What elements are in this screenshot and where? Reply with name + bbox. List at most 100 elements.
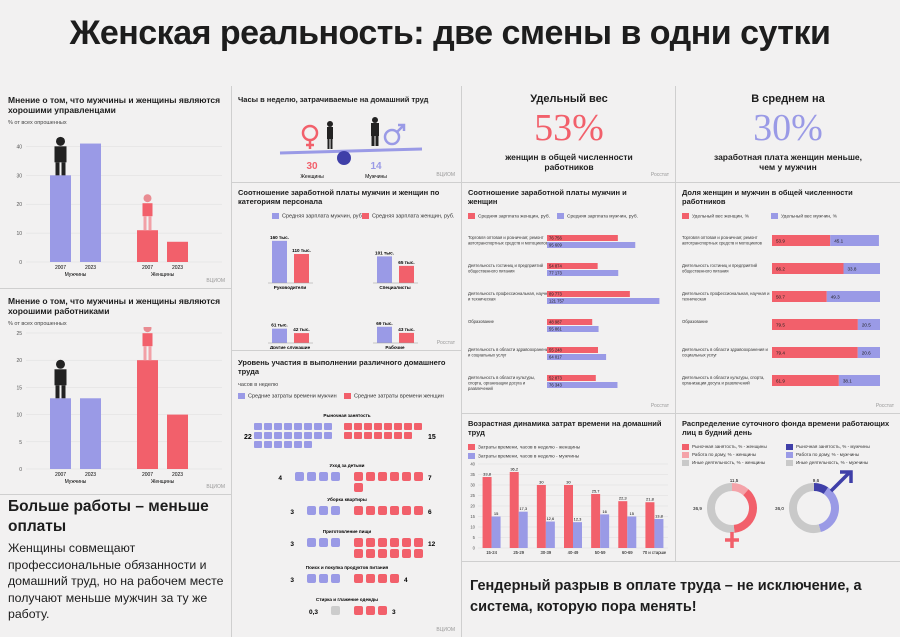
bar <box>50 175 71 262</box>
women-label: Женщины <box>300 174 324 180</box>
legend-item: Рыночная занятость, % - мужчины <box>786 444 870 450</box>
data-label: 48 987 <box>549 320 562 325</box>
participation-chart: Рыночная занятость 22 15 Уход за детьми 4 7 Уб… <box>244 413 436 616</box>
data-label: 52 873 <box>549 376 562 381</box>
calendar-icon <box>294 432 302 439</box>
data-label: 55 861 <box>549 327 562 332</box>
bar <box>772 319 858 330</box>
bar <box>377 256 392 283</box>
data-label: 61.9 <box>776 379 785 384</box>
y-tick-label: 10 <box>16 231 22 237</box>
group-label: Женщины <box>151 272 175 278</box>
bar <box>167 241 188 262</box>
pictogram-icon <box>319 574 328 583</box>
men-value: 0,3 <box>309 609 318 616</box>
category-label: Деятельность профессиональная, научная <box>468 291 552 296</box>
bar <box>838 375 880 386</box>
female-symbol-icon <box>725 532 739 548</box>
calendar-icon <box>374 432 382 439</box>
bar <box>547 354 607 360</box>
men-value: 3 <box>290 541 294 548</box>
pictogram-icon <box>331 472 340 481</box>
data-label: 17,3 <box>519 506 528 511</box>
bar <box>167 414 188 469</box>
data-label: 160 тыс. <box>270 235 289 240</box>
donut-label: 36,9 <box>693 506 702 511</box>
legend-item: Работа по дому, % - женщины <box>682 452 756 458</box>
women-value: 6 <box>428 509 432 516</box>
man-figure-icon <box>371 117 379 146</box>
panel-participation: Уровень участия в выполнении различного … <box>232 351 462 637</box>
x-tick-label: 2023 <box>172 265 183 271</box>
pictogram-icon <box>354 549 363 558</box>
legend-item: Иные деятельность, % - мужчины <box>786 460 868 466</box>
share-industries-chart: Торговля оптовая и розничная; ремонтавто… <box>682 235 880 386</box>
data-label: 21,8 <box>646 497 655 502</box>
data-label: 33,8 <box>483 472 492 477</box>
bar <box>137 360 158 469</box>
donut-segment <box>733 489 757 533</box>
data-label: 42 тыс. <box>293 327 309 332</box>
donut-segment <box>789 483 821 533</box>
bar <box>772 263 844 274</box>
calendar-icon <box>294 423 302 430</box>
women-donut: 11,5 36,9 <box>693 478 757 533</box>
bar <box>564 485 573 548</box>
bar <box>627 516 637 548</box>
category-label: общественного питания <box>468 269 515 274</box>
data-label: 79.4 <box>776 351 785 356</box>
panel-message-bottom: Гендерный разрыв в оплате труда – не иск… <box>462 562 900 637</box>
pictogram-icon <box>402 549 411 558</box>
panel-title: Часы в неделю, затрачиваемые на домашний… <box>238 95 429 104</box>
bar <box>830 235 879 246</box>
category-label: Деятельность в области культуры, <box>468 375 535 380</box>
data-label: 95 609 <box>549 243 562 248</box>
calendar-icon <box>254 432 262 439</box>
data-label: 30 <box>566 480 571 485</box>
category-label: Руководители <box>274 285 307 290</box>
calendar-icon <box>414 423 422 430</box>
bar <box>509 471 519 548</box>
bar <box>857 319 880 330</box>
panel-title: Соотношение заработной платы мужчин и же… <box>238 188 440 206</box>
data-label: 20.5 <box>862 323 871 328</box>
man-figure-icon <box>54 136 67 176</box>
y-tick-label: 10 <box>470 525 475 530</box>
x-tick-label: 2023 <box>172 472 183 478</box>
category-label: автотранспортных средств и мотоциклов <box>468 241 549 246</box>
pictogram-icon <box>307 506 316 515</box>
bar <box>377 326 392 343</box>
pictogram-icon <box>307 574 316 583</box>
bar <box>491 516 501 548</box>
pictogram-icon <box>319 538 328 547</box>
bar <box>536 485 546 548</box>
category-label: Образование <box>682 319 709 324</box>
data-label: 61 тыс. <box>271 323 287 328</box>
panel-distribution: Распределение суточного фонда времени ра… <box>676 414 900 562</box>
x-tick-label: 25-29 <box>513 550 524 555</box>
data-label: 38.1 <box>843 379 852 384</box>
women-value: 15 <box>428 434 436 441</box>
pictogram-icon <box>366 606 375 615</box>
pictogram-icon <box>378 472 387 481</box>
calendar-icon <box>284 432 292 439</box>
page-title: Женская реальность: две смены в одни сут… <box>69 14 831 52</box>
donut-label: 36,0 <box>775 506 784 511</box>
legend-item: Иные деятельность, % - женщины <box>682 460 765 466</box>
calendar-icon <box>374 423 382 430</box>
bar <box>547 347 598 353</box>
calendar-icon <box>394 432 402 439</box>
category-label: Специалисты <box>379 285 410 290</box>
woman-figure-icon <box>142 327 153 361</box>
pictogram-icon <box>366 472 375 481</box>
y-tick-label: 40 <box>470 462 475 467</box>
panel-subtitle: % от всех опрошенных <box>8 120 67 126</box>
pictogram-icon <box>366 549 375 558</box>
bar <box>645 502 655 548</box>
calendar-icon <box>364 432 372 439</box>
bar <box>573 522 582 548</box>
pictogram-icon <box>354 606 363 615</box>
x-tick-label: 2023 <box>85 472 96 478</box>
pictogram-icon <box>378 538 387 547</box>
data-label: 77 173 <box>549 271 562 276</box>
